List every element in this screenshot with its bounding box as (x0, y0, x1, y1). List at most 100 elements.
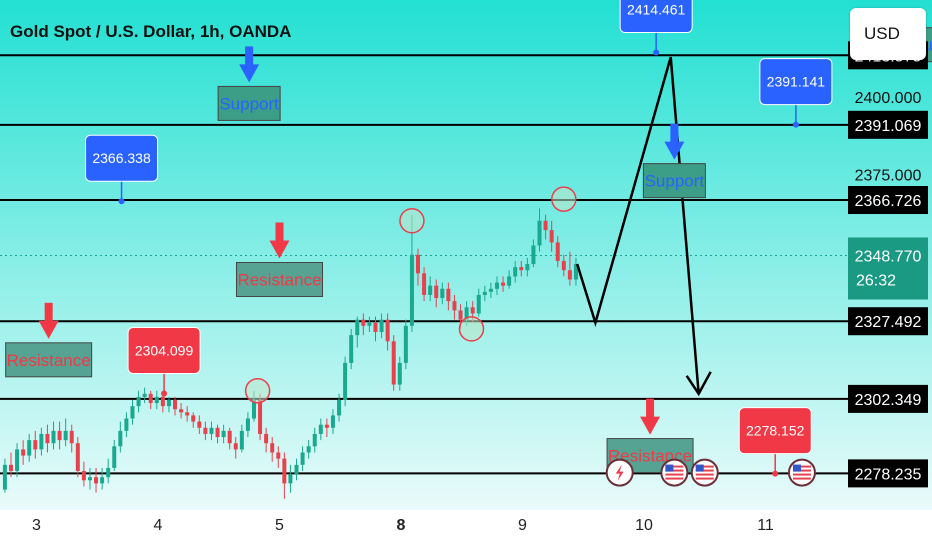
candle[interactable] (185, 406, 190, 422)
candle[interactable] (45, 424, 50, 453)
candle[interactable] (397, 356, 402, 391)
us-flag-icon[interactable] (787, 458, 816, 487)
candle[interactable] (75, 437, 80, 478)
candle[interactable] (87, 467, 92, 490)
candle[interactable] (373, 316, 378, 342)
candle[interactable] (324, 418, 329, 438)
price-axis-label[interactable]: 2375.000 (855, 167, 922, 184)
candle[interactable] (148, 390, 153, 410)
event-icons[interactable] (605, 458, 816, 487)
time-axis[interactable]: 3 4 5 8 9 10 11 (32, 517, 774, 534)
lightning-icon[interactable] (605, 458, 634, 487)
candle[interactable] (391, 335, 396, 391)
price-axis-label[interactable]: 2278.235 (848, 459, 928, 488)
candle[interactable] (446, 282, 451, 311)
candle[interactable] (543, 214, 548, 240)
candle[interactable] (39, 427, 44, 456)
candle[interactable] (173, 396, 178, 416)
candle[interactable] (282, 452, 287, 499)
candle[interactable] (27, 433, 32, 462)
time-axis-tick[interactable]: 8 (397, 517, 406, 534)
candle[interactable] (233, 437, 238, 459)
time-axis-tick[interactable]: 10 (635, 517, 653, 534)
candle[interactable] (160, 393, 165, 413)
candle[interactable] (8, 452, 13, 478)
currency-button[interactable]: USD (850, 8, 926, 60)
candle[interactable] (245, 412, 250, 438)
candle[interactable] (501, 276, 506, 292)
candle[interactable] (270, 437, 275, 462)
callout-box[interactable] (738, 407, 812, 455)
us-flag-icon[interactable] (660, 458, 689, 487)
time-axis-tick[interactable]: 4 (154, 517, 163, 534)
candle[interactable] (288, 464, 293, 493)
candle[interactable] (494, 276, 499, 295)
candle[interactable] (69, 424, 74, 453)
candle[interactable] (361, 313, 366, 336)
price-callout[interactable]: 2304.099 (127, 326, 201, 397)
candle[interactable] (379, 313, 384, 339)
candle[interactable] (349, 328, 354, 370)
candle[interactable] (440, 282, 445, 305)
candle[interactable] (100, 467, 105, 490)
candle[interactable] (2, 458, 7, 493)
candle[interactable] (555, 236, 560, 268)
price-callouts[interactable]: 2414.461 2391.141 2366.338 2304.099 2278.152… (85, 0, 932, 477)
candle[interactable] (191, 412, 196, 428)
callout-box[interactable] (127, 326, 201, 374)
candle[interactable] (154, 390, 159, 410)
candle[interactable] (118, 421, 123, 453)
candle[interactable] (312, 427, 317, 453)
candle[interactable] (21, 440, 26, 465)
candle[interactable] (294, 458, 299, 481)
price-callout[interactable]: 2278.152 (738, 407, 812, 477)
candle[interactable] (428, 276, 433, 302)
candle[interactable] (452, 294, 457, 320)
time-axis-tick[interactable]: 11 (757, 517, 774, 534)
candle[interactable] (112, 440, 117, 472)
candle[interactable] (57, 421, 62, 450)
candle[interactable] (227, 427, 232, 450)
candle[interactable] (33, 430, 38, 459)
candle[interactable] (476, 288, 481, 317)
candles[interactable] (2, 208, 578, 499)
candle[interactable] (409, 214, 414, 333)
candle[interactable] (94, 467, 99, 493)
price-axis-label[interactable]: 2400.000 (855, 90, 922, 107)
candle[interactable] (330, 409, 335, 434)
candle[interactable] (276, 446, 281, 468)
candle[interactable] (203, 421, 208, 441)
candle[interactable] (561, 254, 566, 277)
current-price-label[interactable]: 2348.770 26:32 (848, 237, 928, 300)
candle[interactable] (142, 387, 147, 404)
candle[interactable] (197, 415, 202, 434)
candle[interactable] (537, 208, 542, 252)
candle[interactable] (51, 421, 56, 450)
callout-box[interactable] (85, 134, 159, 182)
candle[interactable] (215, 424, 220, 444)
candle[interactable] (130, 399, 135, 425)
candle[interactable] (300, 446, 305, 472)
candle[interactable] (318, 418, 323, 441)
price-callout[interactable]: 2414.461 (619, 0, 693, 56)
candle[interactable] (355, 316, 360, 348)
candle[interactable] (337, 393, 342, 422)
candle[interactable] (136, 390, 141, 413)
candle[interactable] (513, 260, 518, 283)
price-callout[interactable]: 2366.338 (85, 134, 159, 205)
candle[interactable] (343, 356, 348, 407)
candle[interactable] (106, 458, 111, 484)
candle[interactable] (416, 248, 421, 286)
price-axis-label[interactable]: 2302.349 (848, 384, 928, 413)
candle[interactable] (573, 257, 578, 286)
candle[interactable] (264, 427, 269, 453)
candle[interactable] (221, 424, 226, 444)
price-axis-label[interactable]: 2327.492 (848, 307, 928, 336)
candle[interactable] (15, 443, 20, 478)
candle[interactable] (124, 412, 129, 438)
callout-box[interactable] (619, 0, 693, 34)
time-axis-tick[interactable]: 9 (518, 517, 527, 534)
candle[interactable] (422, 267, 427, 302)
candle[interactable] (166, 396, 171, 413)
